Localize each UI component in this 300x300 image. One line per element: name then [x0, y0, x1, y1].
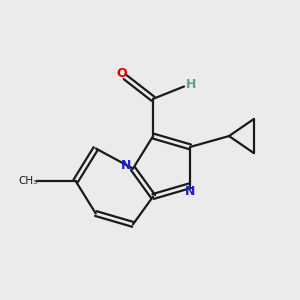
- Text: CH₃: CH₃: [18, 176, 37, 186]
- Text: N: N: [121, 159, 131, 172]
- Text: O: O: [117, 67, 128, 80]
- Text: H: H: [186, 78, 196, 92]
- Text: N: N: [185, 185, 196, 198]
